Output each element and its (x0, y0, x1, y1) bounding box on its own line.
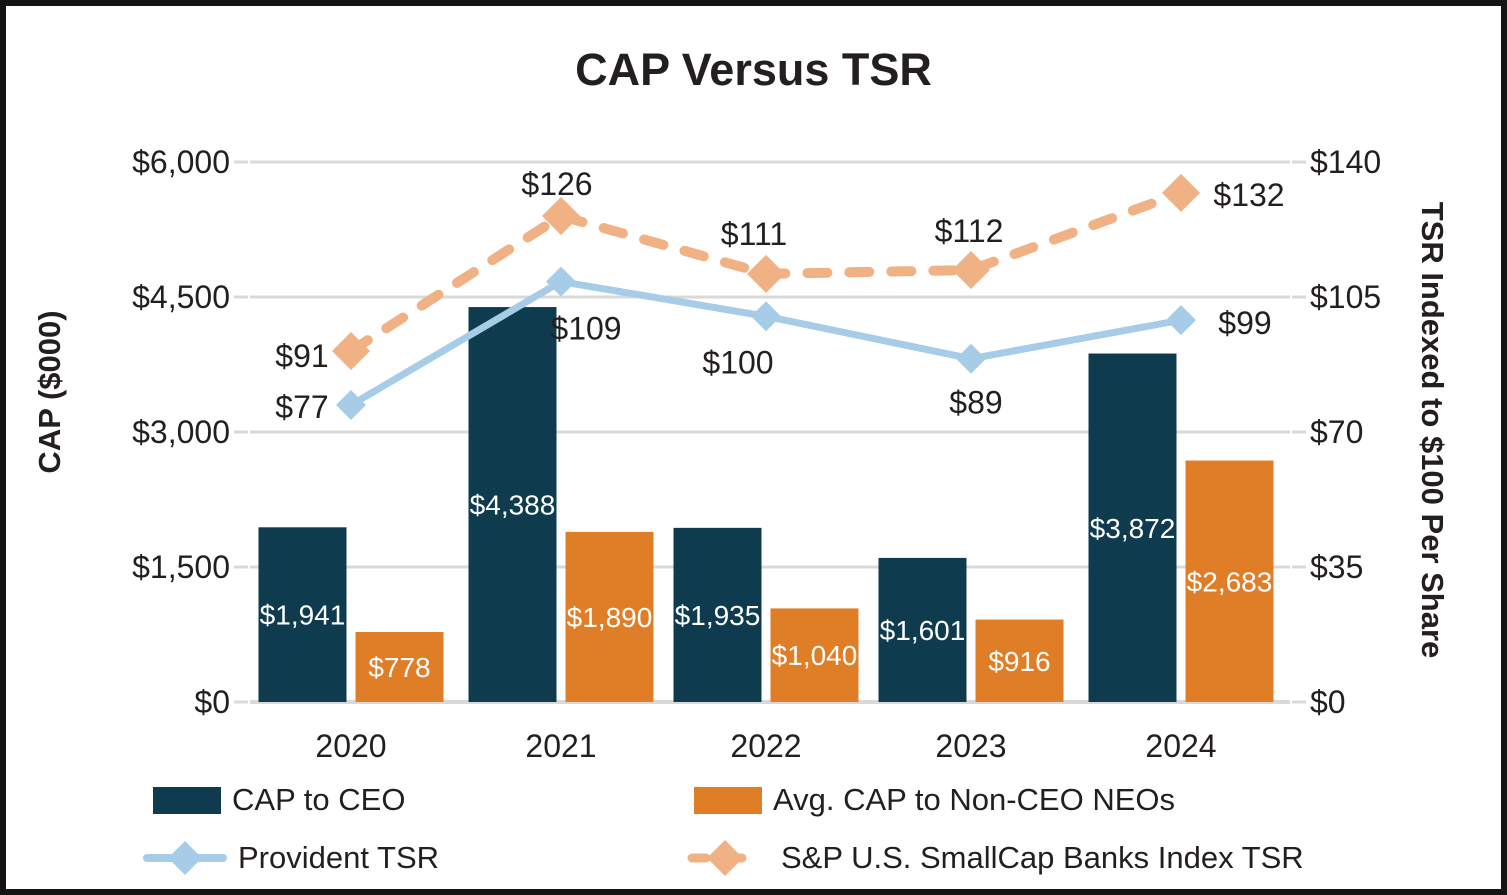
bar-label-cap-ceo-2021: $4,388 (470, 490, 556, 521)
bar-label-avg-cap-neo-2023: $916 (988, 646, 1050, 677)
provident-tsr-point-2020 (336, 390, 366, 420)
x-axis-label-2021: 2021 (525, 728, 596, 764)
bar-cap-ceo-2021 (468, 307, 557, 702)
x-axis-label-2024: 2024 (1145, 728, 1216, 764)
index-tsr-label-2024: $132 (1213, 177, 1284, 213)
legend-label-avg-cap-non-ceo: Avg. CAP to Non-CEO NEOs (773, 782, 1176, 817)
index-tsr-point-2020 (332, 332, 370, 370)
bar-label-avg-cap-neo-2022: $1,040 (772, 640, 858, 671)
bar-cap-ceo-2020 (258, 527, 347, 702)
provident-tsr-label-2021: $109 (550, 311, 621, 347)
bar-label-cap-ceo-2023: $1,601 (880, 615, 966, 646)
provident-tsr-point-2021 (546, 266, 576, 297)
bar-label-cap-ceo-2024: $3,872 (1090, 513, 1176, 544)
provident-tsr-label-2020: $77 (275, 389, 328, 425)
bar-cap-ceo-2024 (1088, 353, 1177, 702)
index-tsr-label-2022: $111 (721, 216, 787, 252)
left-axis-tick-label: $6,000 (132, 144, 230, 180)
bar-cap-ceo-2023 (878, 557, 967, 702)
legend-item-avg-cap-non-ceo: Avg. CAP to Non-CEO NEOs (694, 782, 1175, 818)
cap-to-ceo-swatch (153, 786, 221, 814)
left-axis-tick-label: $0 (194, 684, 230, 720)
legend-item-cap-to-ceo: CAP to CEO (153, 782, 405, 818)
legend-item-sp-smallcap-tsr: S&P U.S. SmallCap Banks Index TSR (686, 838, 1304, 878)
avg-cap-non-ceo-swatch (694, 786, 762, 814)
right-axis-tick-label: $105 (1310, 279, 1381, 315)
provident-tsr-label-2022: $100 (702, 344, 773, 380)
x-axis-label-2023: 2023 (935, 728, 1006, 764)
legend-label-provident-tsr: Provident TSR (238, 840, 440, 875)
index-tsr-point-2024 (1162, 173, 1200, 212)
index-tsr-label-2020: $91 (275, 338, 328, 374)
right-axis-tick-label: $35 (1310, 549, 1363, 585)
legend-label-cap-to-ceo: CAP to CEO (232, 782, 406, 817)
x-axis-label-2022: 2022 (730, 728, 801, 764)
provident-tsr-swatch (143, 841, 227, 875)
bar-label-avg-cap-neo-2021: $1,890 (567, 602, 653, 633)
bar-avg-cap-neo-2023 (975, 619, 1064, 702)
legend-label-sp-smallcap-tsr: S&P U.S. SmallCap Banks Index TSR (781, 840, 1304, 875)
bar-avg-cap-neo-2022 (770, 608, 859, 702)
bar-avg-cap-neo-2024 (1185, 460, 1274, 702)
chart-title: CAP Versus TSR (0, 44, 1507, 96)
x-axis-label-2020: 2020 (315, 728, 386, 764)
provident-tsr-point-2024 (1166, 305, 1196, 336)
bar-label-avg-cap-neo-2020: $778 (368, 652, 430, 683)
provident-tsr-point-2022 (751, 301, 781, 332)
left-axis-tick-label: $1,500 (132, 549, 230, 585)
bar-label-cap-ceo-2020: $1,941 (260, 600, 346, 631)
bar-avg-cap-neo-2020 (355, 631, 444, 702)
provident-tsr-label-2024: $99 (1218, 305, 1271, 341)
left-axis-tick-label: $4,500 (132, 279, 230, 315)
index-tsr-point-2021 (542, 197, 580, 235)
provident-tsr-point-2023 (956, 343, 986, 374)
index-tsr-point-2022 (747, 254, 785, 293)
provident-tsr-label-2023: $89 (949, 385, 1002, 421)
bar-avg-cap-neo-2021 (565, 531, 654, 702)
bar-label-cap-ceo-2022: $1,935 (675, 600, 761, 631)
sp-smallcap-tsr-swatch (687, 840, 769, 876)
legend-item-provident-tsr: Provident TSR (143, 838, 439, 878)
right-axis-tick-label: $140 (1310, 144, 1381, 180)
chart-title-text: CAP Versus TSR (575, 44, 932, 95)
bar-label-avg-cap-neo-2024: $2,683 (1187, 566, 1273, 597)
right-axis-tick-label: $70 (1310, 414, 1363, 450)
index-tsr-label-2021: $126 (521, 166, 592, 202)
index-tsr-point-2023 (952, 251, 990, 289)
left-axis-tick-label: $3,000 (132, 414, 230, 450)
bar-cap-ceo-2022 (673, 527, 762, 702)
right-axis-tick-label: $0 (1310, 684, 1346, 720)
index-tsr-label-2023: $112 (935, 213, 1004, 249)
